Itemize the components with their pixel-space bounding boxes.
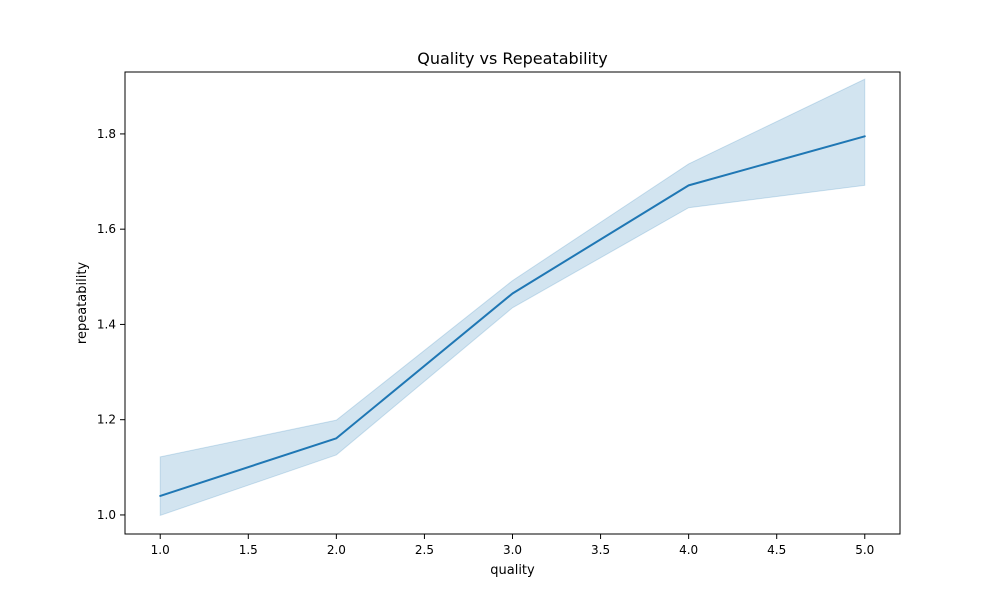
y-tick-label: 1.8 bbox=[97, 127, 116, 141]
x-axis-ticks: 1.0 1.5 2.0 2.5 3.0 3.5 4.0 4.5 5.0 bbox=[151, 534, 874, 557]
x-tick-label: 4.5 bbox=[767, 543, 786, 557]
series-line-layer bbox=[159, 135, 866, 497]
x-tick-label: 5.0 bbox=[855, 543, 874, 557]
x-tick-label: 4.0 bbox=[679, 543, 698, 557]
x-tick-label: 3.0 bbox=[503, 543, 522, 557]
x-axis-label: quality bbox=[490, 563, 535, 578]
x-tick-label: 1.0 bbox=[151, 543, 170, 557]
x-tick-label: 2.5 bbox=[415, 543, 434, 557]
y-axis-label: repeatability bbox=[75, 262, 90, 345]
x-tick-label: 1.5 bbox=[239, 543, 258, 557]
series-line bbox=[159, 135, 866, 497]
chart-title: Quality vs Repeatability bbox=[417, 49, 608, 68]
x-tick-label: 3.5 bbox=[591, 543, 610, 557]
y-tick-label: 1.2 bbox=[97, 413, 116, 427]
y-axis-ticks: 1.0 1.2 1.4 1.6 1.8 bbox=[97, 127, 125, 522]
y-tick-label: 1.4 bbox=[97, 317, 116, 331]
y-tick-label: 1.0 bbox=[97, 508, 116, 522]
confidence-band-layer bbox=[159, 78, 866, 517]
y-tick-label: 1.6 bbox=[97, 222, 116, 236]
confidence-band bbox=[159, 78, 866, 517]
x-tick-label: 2.0 bbox=[327, 543, 346, 557]
